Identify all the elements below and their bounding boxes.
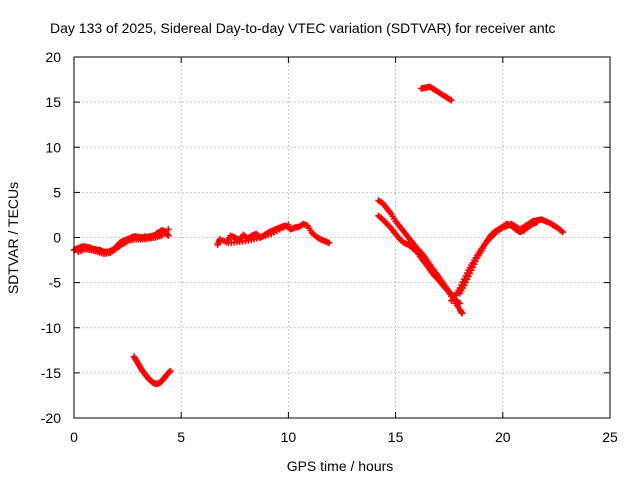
data-point (458, 310, 466, 317)
y-tick-label: -20 (41, 410, 61, 426)
x-tick-label: 0 (70, 429, 78, 445)
y-tick-label: 15 (45, 94, 61, 110)
y-tick-labels: -20 -15 -10 -5 0 5 10 15 20 (41, 49, 61, 426)
data-point (165, 232, 172, 239)
data-point (167, 367, 174, 375)
y-tick-label: 5 (53, 184, 61, 200)
y-tick-label: -10 (41, 320, 61, 336)
x-tick-label: 10 (281, 429, 297, 445)
data-point (533, 218, 541, 226)
chart-title: Day 133 of 2025, Sidereal Day-to-day VTE… (50, 20, 556, 36)
series-seg-f (448, 216, 567, 304)
series-seg-b (130, 353, 174, 387)
data-marks (70, 83, 567, 387)
series-seg-d (418, 83, 455, 104)
x-tick-label: 15 (388, 429, 404, 445)
y-axis-title: SDTVAR / TECUs (5, 182, 21, 294)
series-seg-c2 (225, 221, 292, 247)
x-axis-title: GPS time / hours (287, 458, 394, 474)
grid (74, 57, 610, 418)
series-seg-f2 (456, 218, 541, 297)
data-point (285, 221, 292, 229)
series-seg-a (70, 227, 172, 256)
y-tick-label: -5 (49, 275, 62, 291)
y-tick-label: 0 (53, 230, 61, 246)
x-tick-label: 25 (602, 429, 618, 445)
x-tick-label: 5 (177, 429, 185, 445)
x-tick-labels: 0 5 10 15 20 25 (70, 429, 618, 445)
y-tick-label: -15 (41, 365, 61, 381)
data-point (559, 228, 567, 236)
data-point (165, 226, 172, 233)
data-point (448, 97, 455, 104)
x-tick-label: 20 (495, 429, 511, 445)
series-seg-a2 (75, 226, 172, 257)
y-tick-label: 10 (45, 139, 61, 155)
data-point (325, 239, 333, 247)
y-tick-label: 20 (45, 49, 61, 65)
tick-marks (73, 56, 611, 419)
